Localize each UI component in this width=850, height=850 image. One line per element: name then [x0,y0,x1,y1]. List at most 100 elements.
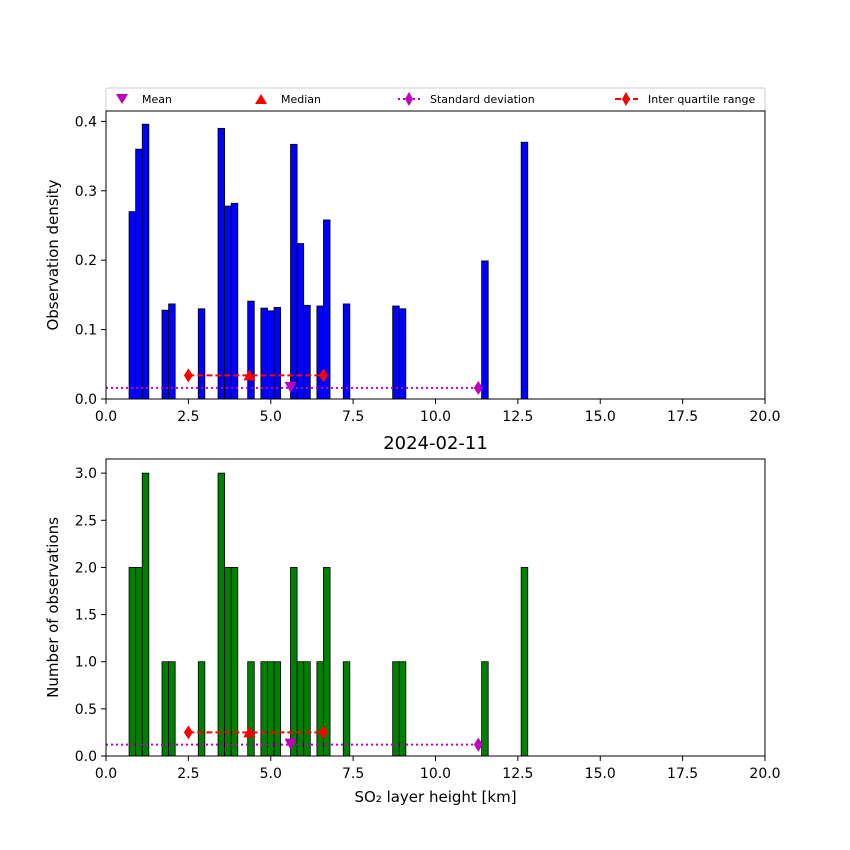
x-tick-label: 7.5 [342,766,364,782]
histogram-bar [316,661,324,757]
legend-mean: Mean [116,93,172,106]
count-y-axis-label: Number of observations [44,517,62,698]
legend-mean-label: Mean [142,93,172,106]
legend-std-marker [405,92,413,106]
x-tick-label: 20.0 [749,409,780,425]
count-y-ticks: 0.0 0.5 1.0 1.5 2.0 2.5 3.0 [75,466,106,765]
histogram-bar [135,148,143,400]
histogram-bar [398,308,407,400]
iqr-lower-marker [183,368,193,383]
median-marker [243,369,256,381]
x-tick-label: 2.5 [177,409,199,425]
legend-iqr: Inter quartile range [615,92,755,106]
y-tick-label: 0.4 [75,114,97,130]
histogram-bar [392,305,400,400]
legend-median-marker [255,94,267,104]
y-tick-label: 2.5 [75,513,97,529]
histogram-bar [303,661,311,757]
histogram-bar [296,661,305,757]
histogram-bar [290,143,298,400]
legend-iqr-label: Inter quartile range [648,93,755,106]
histogram-bar [161,309,170,400]
y-tick-label: 0.1 [75,323,97,339]
histogram-bar [141,472,150,757]
histogram-bar [217,472,226,757]
iqr-lower-marker [183,725,193,740]
x-tick-label: 20.0 [749,766,780,782]
histogram-bar [342,303,351,400]
x-tick-label: 12.5 [502,766,533,782]
histogram-bar [168,303,176,400]
histogram-bar [316,305,324,400]
std-deviation-marker [473,380,483,395]
histogram-bar [128,567,137,757]
legend-median-label: Median [281,93,321,106]
x-tick-label: 0.0 [95,766,117,782]
median-marker [243,726,256,738]
count-statistics [106,725,483,752]
histogram-bar [230,567,239,757]
x-tick-label: 0.0 [95,409,117,425]
y-tick-label: 0.0 [75,392,97,408]
x-tick-label: 5.0 [260,409,282,425]
y-tick-label: 1.0 [75,655,97,671]
density-bars [128,123,529,400]
count-panel-title: 2024-02-11 [383,433,488,454]
x-tick-label: 17.5 [667,409,698,425]
density-x-ticks: 0.0 2.5 5.0 7.5 10.0 12.5 15.0 17.5 20.0 [95,399,781,425]
histogram-bar [267,310,275,400]
y-tick-label: 0.5 [75,702,97,718]
mean-marker [284,381,297,393]
legend-std-label: Standard deviation [430,93,535,106]
histogram-bar [168,661,176,757]
histogram-bar [247,661,255,757]
y-tick-label: 0.3 [75,184,97,200]
x-tick-label: 2.5 [177,766,199,782]
histogram-bar [197,308,206,400]
histogram-bar [481,260,489,400]
histogram-bar [273,306,282,400]
histogram-bar [161,661,170,757]
iqr-upper-marker [318,368,328,383]
histogram-bar [224,205,232,400]
y-tick-label: 0.2 [75,253,97,269]
histogram-bar [135,567,143,757]
histogram-bar [520,567,529,757]
count-x-axis-label: SO₂ layer height [km] [354,788,516,806]
legend-std: Standard deviation [398,92,535,106]
count-x-ticks: 0.0 2.5 5.0 7.5 10.0 12.5 15.0 17.5 20.0 [95,756,781,782]
histogram-bar [273,661,282,757]
histogram-bar [260,661,268,757]
histogram-bar [342,661,351,757]
histogram-bar [260,307,268,400]
histogram-bar [141,123,150,400]
legend-median: Median [255,93,321,106]
x-tick-label: 15.0 [585,409,616,425]
histogram-bar [247,300,255,400]
y-tick-label: 2.0 [75,560,97,576]
histogram-bar [224,567,232,757]
std-deviation-marker [473,737,483,752]
histogram-bar [267,661,275,757]
histogram-bar [398,661,407,757]
histogram-bar [481,661,489,757]
histogram-bar [217,127,226,400]
density-y-axis-label: Observation density [44,179,62,330]
histogram-bar [520,141,529,400]
x-tick-label: 12.5 [502,409,533,425]
histogram-bar [290,567,298,757]
density-y-ticks: 0.0 0.1 0.2 0.3 0.4 [75,114,106,408]
x-tick-label: 17.5 [667,766,698,782]
legend-mean-marker [116,94,128,104]
y-tick-label: 3.0 [75,466,97,482]
iqr-upper-marker [318,725,328,740]
legend: Mean Median Standard deviation Inter qua… [105,87,766,112]
x-tick-label: 10.0 [420,766,451,782]
x-tick-label: 7.5 [342,409,364,425]
y-tick-label: 1.5 [75,608,97,624]
count-histogram-panel: 2024-02-11 0.0 2.5 5.0 7.5 10.0 12.5 15.0 17.5 2… [44,433,781,806]
x-tick-label: 15.0 [585,766,616,782]
y-tick-label: 0.0 [75,749,97,765]
mean-marker [284,738,297,750]
